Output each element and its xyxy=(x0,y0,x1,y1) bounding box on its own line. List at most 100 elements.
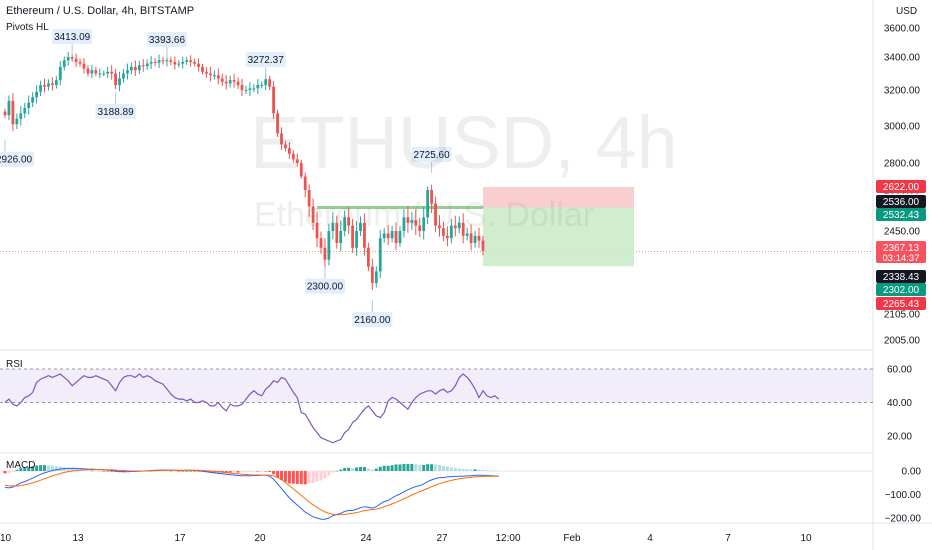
macd-histogram-bar xyxy=(386,465,390,471)
candle xyxy=(240,78,244,97)
macd-histogram-bar xyxy=(228,471,232,473)
candle xyxy=(27,95,31,115)
macd-histogram-bar xyxy=(62,467,66,471)
candle-body xyxy=(58,66,62,81)
candle-body xyxy=(481,240,485,251)
candle-body xyxy=(268,79,272,87)
time-tick: 10 xyxy=(0,533,12,544)
candle xyxy=(149,55,153,70)
macd-histogram-bar xyxy=(449,467,453,471)
candle xyxy=(7,95,11,121)
candle-body xyxy=(157,60,161,63)
candle xyxy=(426,186,430,224)
candle xyxy=(197,58,200,72)
price-tick: 3400.00 xyxy=(884,53,921,64)
candle xyxy=(414,208,418,236)
candle-body xyxy=(19,113,23,119)
macd-histogram-bar xyxy=(406,463,410,471)
candle xyxy=(62,56,66,71)
price-tick: 3200.00 xyxy=(884,86,921,97)
macd-tick: −200.00 xyxy=(885,514,922,525)
macd-histogram-bar xyxy=(185,471,189,472)
candle xyxy=(31,92,35,107)
macd-histogram-bar xyxy=(473,469,477,471)
candle xyxy=(347,207,351,235)
time-tick: 10 xyxy=(800,533,812,544)
candle xyxy=(185,57,189,65)
candle-body xyxy=(422,217,426,231)
pivot-label-box xyxy=(304,278,345,294)
candle-body xyxy=(406,217,410,223)
candle xyxy=(319,231,323,254)
macd-histogram-bar xyxy=(366,468,370,471)
candle xyxy=(398,226,402,247)
candle xyxy=(295,153,299,167)
macd-histogram-bar xyxy=(303,471,307,485)
macd-histogram-bar xyxy=(441,466,445,471)
macd-histogram-bar xyxy=(489,470,493,472)
candle xyxy=(370,258,374,291)
candle-body xyxy=(70,57,74,59)
candle xyxy=(23,102,27,118)
macd-histogram-bar xyxy=(264,471,268,472)
rsi-tick: 20.00 xyxy=(887,432,912,443)
candle-body xyxy=(98,73,102,75)
macd-histogram-bar xyxy=(398,464,402,471)
candle xyxy=(58,60,62,86)
candle-body xyxy=(106,71,110,74)
candle-body xyxy=(177,63,181,65)
candle xyxy=(446,226,449,247)
candle xyxy=(477,227,481,248)
candle-body xyxy=(303,176,307,190)
candle-body xyxy=(426,190,430,218)
macd-histogram-bar xyxy=(374,468,378,471)
macd-histogram-bar xyxy=(224,471,228,473)
candle xyxy=(110,64,114,80)
macd-histogram-bar xyxy=(287,471,291,484)
candle xyxy=(212,70,216,80)
candle-body xyxy=(473,235,477,243)
candle-body xyxy=(343,217,347,231)
candle xyxy=(15,113,19,129)
candle-body xyxy=(264,79,268,86)
candle-body xyxy=(51,83,54,86)
macd-histogram-bar xyxy=(197,471,201,472)
price-tag-label: 2622.00 xyxy=(883,182,920,193)
candle-body xyxy=(201,66,204,72)
macd-histogram-bar xyxy=(402,463,406,471)
candle-body xyxy=(288,148,291,154)
macd-histogram-bar xyxy=(70,468,74,471)
macd-histogram-bar xyxy=(461,468,465,471)
candle xyxy=(169,56,173,66)
macd-pane-label[interactable]: MACD xyxy=(6,460,36,471)
macd-histogram-bar xyxy=(256,471,260,472)
macd-histogram-bar xyxy=(343,467,347,471)
rsi-pane-label[interactable]: RSI xyxy=(6,359,23,370)
candle xyxy=(351,218,354,253)
candle xyxy=(224,75,228,90)
time-tick: 17 xyxy=(174,533,186,544)
macd-histogram-bar xyxy=(15,470,19,471)
price-tag-label: 2532.43 xyxy=(883,210,920,221)
macd-histogram-bar xyxy=(82,470,86,471)
candle xyxy=(47,79,50,91)
price-tag-label: 2265.43 xyxy=(883,299,920,310)
candle-body xyxy=(31,97,35,103)
indicator-label[interactable]: Pivots HL xyxy=(6,22,49,33)
macd-histogram-bar xyxy=(236,471,240,473)
macd-histogram-bar xyxy=(457,468,461,471)
candle-body xyxy=(355,231,358,248)
macd-histogram-bar xyxy=(299,471,303,485)
candle xyxy=(74,53,78,67)
macd-histogram-bar xyxy=(248,471,252,472)
macd-histogram-bar xyxy=(319,471,323,481)
macd-histogram-bar xyxy=(497,471,501,472)
candle xyxy=(54,76,58,89)
candle-body xyxy=(280,133,283,145)
macd-histogram-bar xyxy=(35,465,39,471)
price-tag xyxy=(876,297,926,310)
time-tick: 20 xyxy=(254,533,266,544)
candle xyxy=(378,230,382,279)
candle-body xyxy=(469,233,473,243)
